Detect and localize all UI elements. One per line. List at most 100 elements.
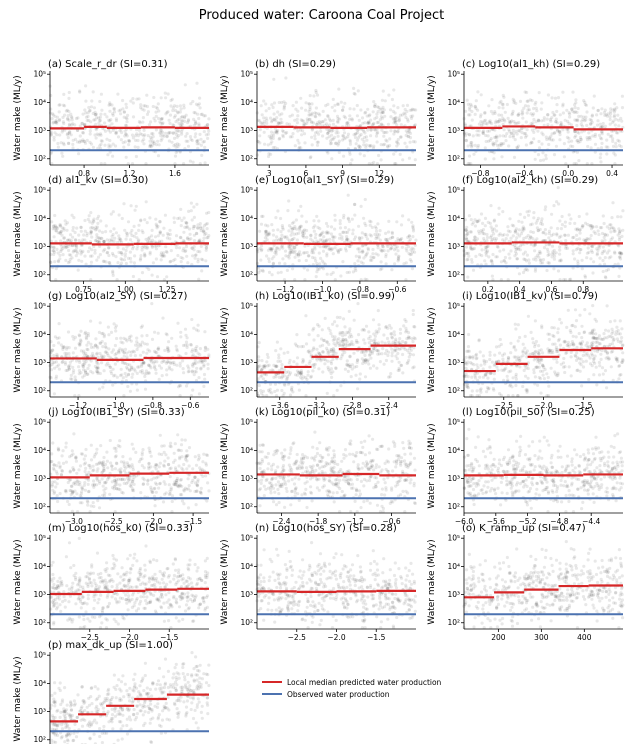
scatter-point (357, 254, 361, 259)
scatter-point (348, 114, 352, 118)
subplot-title: (b) dh (SI=0.29) (255, 59, 336, 70)
scatter-point (123, 371, 127, 376)
scatter-point (84, 115, 89, 119)
scatter-point (356, 247, 360, 251)
scatter-point (262, 116, 266, 120)
scatter-point (277, 375, 281, 379)
scatter-point (71, 235, 75, 239)
scatter-point (315, 130, 319, 134)
scatter-point (175, 135, 179, 139)
scatter-point (521, 270, 526, 275)
scatter-point (336, 143, 340, 147)
scatter-point (327, 128, 331, 132)
scatter-point (66, 132, 70, 136)
scatter-point (541, 151, 545, 155)
scatter-point (368, 258, 373, 262)
scatter-point (164, 131, 168, 135)
scatter-point (393, 162, 397, 166)
scatter-point (355, 138, 359, 142)
scatter-point (503, 255, 507, 260)
scatter-point (497, 113, 501, 117)
scatter-point (509, 236, 513, 240)
scatter-point (142, 134, 146, 138)
scatter-point (347, 335, 351, 339)
scatter-point (274, 129, 278, 133)
scatter-point (592, 357, 596, 361)
scatter-point (175, 104, 179, 108)
scatter-point (551, 250, 555, 254)
scatter-point (347, 219, 351, 224)
scatter-point (175, 347, 179, 351)
scatter-point (142, 108, 146, 112)
scatter-point (575, 123, 579, 128)
scatter-point (303, 228, 307, 232)
scatter-point (524, 267, 528, 271)
scatter-point (286, 209, 290, 213)
scatter-point (292, 360, 296, 364)
scatter-point (194, 253, 198, 257)
scatter-point (367, 330, 371, 334)
scatter-point (153, 364, 157, 368)
scatter-point (580, 258, 584, 262)
scatter-point (198, 132, 202, 136)
scatter-point (589, 257, 593, 261)
scatter-point (110, 234, 114, 238)
scatter-point (523, 250, 528, 254)
scatter-point (532, 371, 536, 375)
scatter-point (100, 339, 104, 344)
scatter-point (89, 211, 93, 215)
scatter-point (390, 347, 394, 351)
scatter-point (610, 342, 615, 346)
scatter-point (277, 100, 281, 105)
scatter-point (384, 255, 388, 259)
scatter-point (531, 337, 535, 341)
y-axis-label: Water make (ML/y) (427, 307, 437, 392)
scatter-point (371, 110, 375, 114)
scatter-point (316, 225, 320, 229)
scatter-point (599, 352, 603, 356)
scatter-point (462, 131, 467, 135)
scatter-point (350, 118, 354, 122)
scatter-point (586, 223, 590, 227)
scatter-point (281, 133, 285, 137)
scatter-point (558, 130, 562, 134)
scatter-point (328, 119, 333, 123)
scatter-point (142, 104, 146, 108)
scatter-point (382, 333, 386, 337)
scatter-point (603, 124, 608, 128)
scatter-point (379, 260, 383, 264)
scatter-point (498, 134, 502, 138)
scatter-point (154, 257, 158, 261)
scatter-point (67, 122, 71, 126)
scatter-point (307, 113, 311, 117)
scatter-point (389, 326, 393, 330)
scatter-point (82, 123, 86, 127)
scatter-point (385, 336, 390, 341)
scatter-point (566, 119, 570, 123)
scatter-point (123, 134, 127, 138)
scatter-point (549, 134, 553, 138)
scatter-point (66, 330, 71, 334)
scatter-point (336, 102, 340, 107)
scatter-point (612, 110, 617, 114)
scatter-point (562, 155, 567, 159)
scatter-point (335, 338, 339, 342)
scatter-point (466, 102, 470, 106)
scatter-point (503, 110, 507, 114)
scatter-point (601, 258, 605, 263)
scatter-point (488, 221, 492, 225)
scatter-point (570, 107, 574, 111)
scatter-point (401, 104, 405, 108)
scatter-point (370, 351, 374, 355)
scatter-point (189, 343, 193, 347)
scatter-point (396, 257, 400, 261)
scatter-point (277, 356, 281, 360)
scatter-point (574, 335, 578, 339)
scatter-point (585, 212, 589, 216)
y-axis-label: Water make (ML/y) (13, 75, 23, 160)
scatter-point (197, 392, 201, 396)
scatter-point (554, 117, 558, 121)
scatter-point (60, 151, 64, 155)
